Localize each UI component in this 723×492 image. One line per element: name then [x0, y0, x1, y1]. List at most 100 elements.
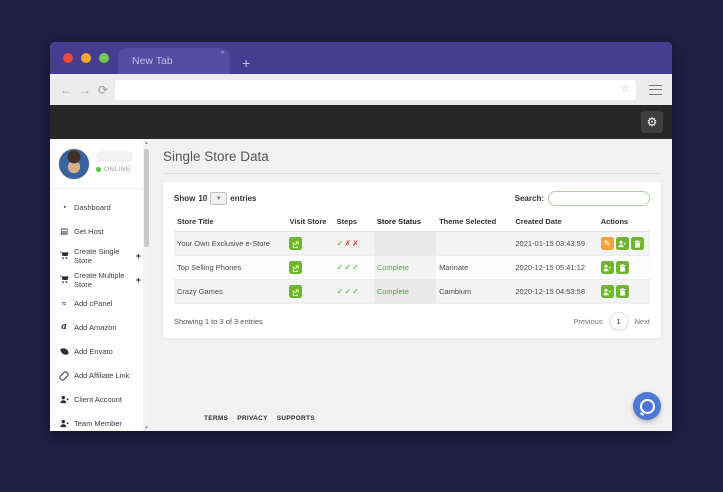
edit-button[interactable]: ✎ [600, 237, 614, 250]
cart-icon [59, 275, 69, 284]
created-date-cell: 2020-12-15 04:53:58 [512, 279, 598, 304]
sidebar-item-create-single-store[interactable]: Create Single Store + [59, 246, 141, 265]
url-bar[interactable]: ☆ [115, 79, 636, 100]
avatar[interactable] [58, 148, 90, 180]
status-text: Complete [376, 263, 409, 272]
previous-button[interactable]: Previous [573, 316, 603, 326]
sidebar-item-dashboard[interactable]: ◔ Dashboard [59, 201, 141, 214]
step-pass-icon [344, 287, 351, 296]
tab-title: New Tab [132, 55, 173, 67]
chat-widget-button[interactable] [633, 392, 661, 420]
trash-icon [634, 236, 641, 251]
close-window-button[interactable] [63, 53, 73, 63]
col-actions[interactable]: Actions [597, 213, 650, 232]
user-plus-icon [603, 284, 611, 299]
trash-icon [619, 260, 626, 275]
sidebar-item-create-multiple-store[interactable]: Create Multiple Store + [59, 271, 141, 289]
col-store-title[interactable]: Store Title [174, 213, 287, 232]
step-fail-icon [344, 239, 351, 248]
sidebar-item-add-affiliate-link[interactable]: Add Affiliate Link [58, 369, 141, 382]
main-content: Single Store Data Show 10 ▼ entries Sear… [150, 139, 672, 431]
search-label: Search: [514, 194, 544, 203]
col-created-date[interactable]: Created Date [512, 213, 598, 232]
sidebar-item-add-cpanel[interactable]: ≈ Add cPanel [59, 297, 141, 310]
gear-icon: ⚙ [646, 115, 658, 129]
step-pass-icon [337, 287, 344, 296]
refresh-icon[interactable]: ⟳ [98, 82, 109, 97]
tab-close-icon[interactable]: × [220, 48, 225, 57]
sidebar-scrollbar[interactable]: ▲ ▼ [143, 139, 150, 431]
terms-link[interactable]: TERMS [204, 415, 229, 422]
browser-menu-icon[interactable] [649, 84, 662, 95]
expand-plus-icon[interactable]: + [135, 274, 141, 285]
visit-store-button[interactable] [289, 285, 303, 298]
col-visit-store[interactable]: Visit Store [286, 213, 334, 232]
amazon-icon: a [61, 322, 67, 332]
table-row: Crazy Games Complete Cambium 2020-12-15 … [174, 279, 650, 304]
show-label: Show [174, 194, 196, 203]
sidebar-menu: ◔ Dashboard ▤ Get Host Create Single Sto… [50, 189, 150, 430]
bookmark-star-icon[interactable]: ☆ [620, 83, 630, 95]
url-input[interactable] [121, 80, 621, 99]
entries-selected: 10 [198, 194, 208, 203]
scrollbar-thumb[interactable] [144, 149, 149, 247]
delete-button[interactable] [615, 284, 629, 299]
delete-button[interactable] [615, 260, 629, 275]
visit-store-button[interactable] [289, 261, 303, 274]
step-fail-icon [352, 239, 359, 248]
browser-window: New Tab × + ← → ⟳ ☆ ⚙ ONLINE [50, 42, 672, 431]
theme-cell [436, 231, 513, 256]
back-icon[interactable]: ← [60, 82, 72, 97]
col-store-status[interactable]: Store Status [373, 213, 437, 232]
settings-button[interactable]: ⚙ [641, 111, 663, 133]
minimize-window-button[interactable] [81, 53, 91, 63]
sidebar-item-label: Get Host [74, 227, 104, 236]
new-tab-button[interactable]: + [242, 55, 251, 71]
sidebar-item-label: Team Member [74, 419, 122, 428]
user-plus-icon [603, 260, 611, 275]
stores-table: Store Title Visit Store Steps Store Stat… [174, 213, 650, 304]
step-pass-icon [337, 239, 344, 248]
client-assign-button[interactable] [600, 284, 614, 299]
next-button[interactable]: Next [634, 316, 650, 326]
visit-store-button[interactable] [289, 237, 303, 250]
entries-select[interactable]: ▼ [210, 192, 228, 205]
theme-cell: Cambium [436, 279, 513, 304]
list-icon: ▤ [59, 226, 69, 236]
page-number-button[interactable]: 1 [609, 312, 628, 330]
sidebar-item-label: Dashboard [74, 203, 111, 212]
scroll-up-icon[interactable]: ▲ [144, 140, 149, 145]
privacy-link[interactable]: PRIVACY [237, 415, 268, 422]
forward-icon[interactable]: → [79, 82, 91, 97]
cpanel-icon: ≈ [61, 298, 67, 308]
search-input[interactable] [548, 191, 650, 206]
user-plus-icon [618, 236, 626, 251]
browser-tab[interactable]: New Tab × [118, 48, 230, 74]
step-pass-icon [344, 263, 351, 272]
supports-link[interactable]: SUPPORTS [276, 415, 315, 422]
length-control: Show 10 ▼ entries [174, 192, 256, 205]
browser-chrome-bar: New Tab × + [50, 42, 672, 74]
online-dot-icon [96, 167, 101, 172]
scroll-down-icon[interactable]: ▼ [144, 425, 149, 430]
profile-section: ONLINE [50, 139, 150, 189]
maximize-window-button[interactable] [99, 53, 109, 63]
user-plus-icon [59, 395, 69, 404]
sidebar-item-client-account[interactable]: Client Account [59, 393, 141, 406]
sidebar-item-label: Add cPanel [74, 299, 113, 308]
sidebar-item-add-amazon[interactable]: a Add Amazon [59, 321, 141, 334]
delete-button[interactable] [630, 236, 644, 251]
expand-plus-icon[interactable]: + [135, 250, 141, 261]
sidebar-item-team-member[interactable]: Team Member [59, 417, 141, 430]
col-theme-selected[interactable]: Theme Selected [436, 213, 513, 232]
sidebar-item-add-envato[interactable]: Add Envato [59, 345, 141, 358]
trash-icon [619, 284, 626, 299]
client-assign-button[interactable] [600, 260, 614, 275]
user-name-placeholder [96, 151, 133, 162]
sidebar-item-label: Create Single Store [74, 246, 120, 265]
client-assign-button[interactable] [615, 236, 629, 251]
col-steps[interactable]: Steps [333, 213, 374, 232]
chevron-down-icon: ▼ [215, 195, 222, 202]
sidebar-item-get-host[interactable]: ▤ Get Host [59, 225, 141, 238]
store-title-cell: Your Own Exclusive e-Store [174, 231, 287, 256]
